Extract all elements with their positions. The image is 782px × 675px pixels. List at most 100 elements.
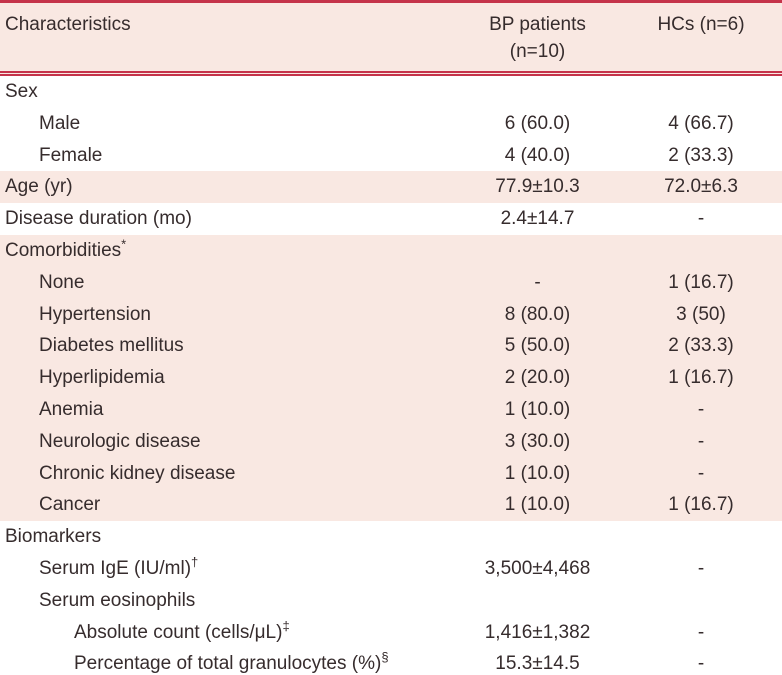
table-row: None -1 (16.7): [0, 266, 782, 299]
table-row: Cancer 1 (10.0) 1 (16.7): [0, 489, 782, 522]
hc-value-cell: 1 (16.7): [620, 266, 782, 299]
bp-value-cell: 4 (40.0): [504, 144, 571, 166]
characteristic-label-cell: Cancer: [0, 489, 455, 522]
hc-value-cell: [620, 74, 782, 108]
bp-value-cell: 2.4±14.7: [500, 208, 575, 230]
bp-value-cell: 15.3±14.5: [495, 653, 580, 675]
hc-value-cell: 1 (16.7): [620, 362, 782, 394]
footnote-marker: †: [191, 554, 199, 570]
col-header-hcs: HCs (n=6): [620, 1, 782, 76]
characteristic-label: Disease duration (mo): [5, 208, 192, 230]
footnote-marker: *: [121, 236, 127, 252]
characteristic-label: Percentage of total granulocytes (%): [74, 653, 382, 675]
characteristic-label: Hyperlipidemia: [39, 367, 165, 389]
table-row: Sex: [0, 74, 782, 108]
hc-value-cell: [620, 585, 782, 617]
footnote-marker: §: [381, 650, 389, 666]
table-row: Percentage of total granulocytes (%)§ 15.…: [0, 648, 782, 675]
col-header-characteristics: Characteristics: [0, 1, 455, 76]
table-row: Chronic kidney disease 1 (10.0) -: [0, 457, 782, 490]
table-row: Male 6 (60.0) 4 (66.7): [0, 108, 782, 140]
bp-value-cell: 1 (10.0): [455, 393, 620, 426]
table-row: Female 4 (40.0) 2 (33.3): [0, 140, 782, 172]
table-row: Disease duration (mo) 2.4±14.7 -: [0, 203, 782, 235]
characteristic-label-cell: Comorbidities*: [0, 234, 455, 267]
table-row: Neurologic disease 3 (30.0) -: [0, 425, 782, 458]
table-row: Absolute count (cells/μL)‡ 1,416±1,382 -: [0, 617, 782, 649]
hc-value-cell: 3 (50): [620, 298, 782, 331]
hc-value-cell: -: [620, 393, 782, 426]
bp-value-cell: [455, 521, 620, 553]
characteristic-label: Hypertension: [39, 303, 151, 325]
header-row: Characteristics BP patients (n=10) HCs (…: [0, 1, 782, 76]
characteristic-label: Female: [39, 144, 103, 166]
hc-value-cell: -: [697, 208, 705, 230]
footnote-marker: ‡: [282, 618, 290, 634]
hc-value-cell: 2 (33.3): [620, 330, 782, 363]
bp-value-cell: [455, 234, 620, 267]
characteristic-label-cell: Hyperlipidemia: [0, 362, 455, 394]
characteristic-label-cell: Neurologic disease: [0, 425, 455, 458]
hc-value-cell: -: [620, 457, 782, 490]
bp-value-cell: 1,416±1,382: [484, 621, 591, 643]
characteristic-label: Sex: [5, 81, 38, 102]
characteristic-label-cell: None: [0, 266, 455, 299]
table-row: Comorbidities*: [0, 234, 782, 267]
bp-value-cell: 6 (60.0): [504, 112, 571, 134]
table-row: Hypertension 8 (80.0) 3 (50): [0, 298, 782, 331]
bp-value-cell: [455, 585, 620, 617]
bp-value-cell: 3 (30.0): [455, 425, 620, 458]
characteristic-label-cell: Biomarkers: [0, 521, 455, 553]
characteristic-label: Absolute count (cells/μL): [74, 621, 283, 643]
characteristic-label: None: [39, 271, 85, 293]
characteristic-label: Serum eosinophils: [39, 589, 196, 611]
characteristic-label: Diabetes mellitus: [39, 335, 184, 357]
table-row: Age (yr) 77.9±10.3 72.0±6.3: [0, 171, 782, 204]
bp-value-cell: 3,500±4,468: [484, 557, 591, 579]
bp-value-cell: 1 (10.0): [455, 457, 620, 490]
bp-value-cell: 77.9±10.3: [455, 171, 620, 204]
hc-value-cell: -: [697, 653, 705, 675]
hc-value-cell: [620, 521, 782, 553]
table-row: Biomarkers: [0, 521, 782, 553]
hc-value-cell: [620, 234, 782, 267]
characteristic-label: Biomarkers: [5, 526, 102, 548]
characteristic-label: Anemia: [39, 398, 104, 420]
bp-value-cell: -: [455, 266, 620, 299]
characteristic-label: Cancer: [39, 494, 101, 516]
bp-value-cell: 5 (50.0): [455, 330, 620, 363]
characteristic-label: Serum IgE (IU/ml): [39, 557, 192, 579]
characteristic-label-cell: Diabetes mellitus: [0, 330, 455, 363]
characteristic-label-cell: Male: [0, 108, 455, 140]
hc-value-cell: 4 (66.7): [668, 112, 734, 134]
table-row: Hyperlipidemia 2 (20.0) 1 (16.7): [0, 362, 782, 394]
hc-value-cell: -: [620, 425, 782, 458]
hc-value-cell: 2 (33.3): [668, 144, 734, 166]
table-row: Diabetes mellitus 5 (50.0) 2 (33.3): [0, 330, 782, 363]
table-header: Characteristics BP patients (n=10) HCs (…: [0, 1, 782, 76]
characteristic-label: Neurologic disease: [39, 430, 201, 452]
bp-value-cell: 1 (10.0): [455, 489, 620, 522]
characteristic-label: Chronic kidney disease: [39, 462, 236, 484]
hc-value-cell: -: [697, 557, 705, 579]
characteristic-label: Comorbidities: [5, 239, 122, 261]
characteristic-label-cell: Absolute count (cells/μL)‡: [0, 617, 455, 649]
characteristic-label-cell: Female: [0, 140, 455, 172]
characteristic-label-cell: Hypertension: [0, 298, 455, 331]
col-header-bp-patients: BP patients (n=10): [455, 1, 620, 76]
characteristic-label-cell: Percentage of total granulocytes (%)§: [0, 648, 455, 675]
hc-value-cell: 1 (16.7): [620, 489, 782, 522]
characteristic-label-cell: Serum IgE (IU/ml)†: [0, 553, 455, 585]
characteristic-label: Male: [39, 112, 81, 134]
hc-value-cell: 72.0±6.3: [620, 171, 782, 204]
table-row: Anemia 1 (10.0) -: [0, 393, 782, 426]
table-body: Sex Male 6 (60.0) 4 (66.7) Female 4 (40.0) 2 (…: [0, 74, 782, 675]
characteristic-label: Age (yr): [5, 176, 73, 198]
hc-value-cell: -: [697, 621, 705, 643]
table-row: Serum eosinophils: [0, 585, 782, 617]
table-row: Serum IgE (IU/ml)† 3,500±4,468 -: [0, 553, 782, 585]
characteristic-label-cell: Disease duration (mo): [0, 203, 455, 235]
bp-value-cell: 8 (80.0): [455, 298, 620, 331]
bp-value-cell: 2 (20.0): [455, 362, 620, 394]
